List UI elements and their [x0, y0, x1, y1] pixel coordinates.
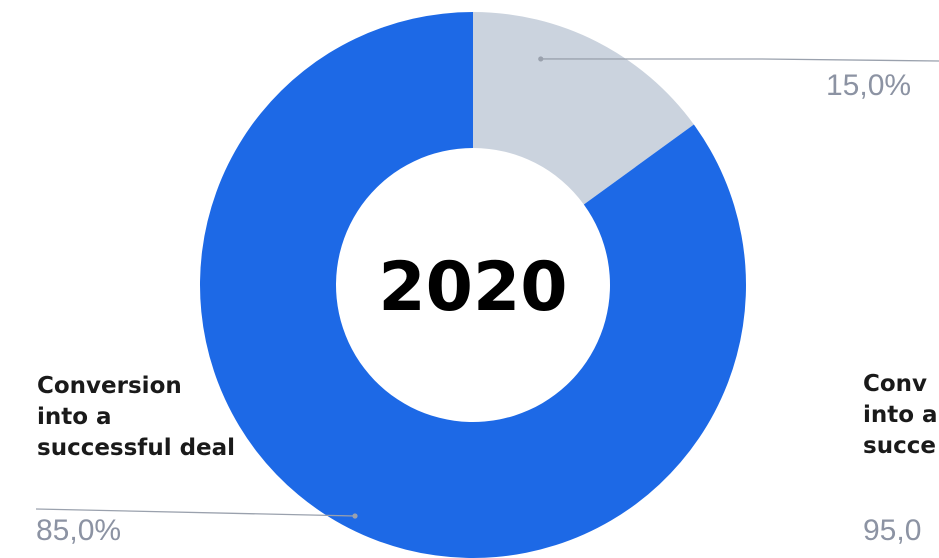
neighbor-category-label: Conv into a succe	[863, 369, 938, 462]
leader-line	[540, 58, 939, 62]
category-label-line: successful deal	[37, 435, 236, 461]
neighbor-value-label: 95,0	[863, 514, 922, 547]
slice-value-label-secondary: 15,0%	[826, 69, 912, 102]
neighbor-category-label-line: succe	[863, 433, 936, 459]
slices-group	[199, 12, 746, 558]
category-label: Conversion into a successful deal	[37, 371, 235, 464]
neighbor-category-label-line: Conv	[863, 371, 928, 397]
leader-line	[35, 508, 356, 517]
pie-slice	[199, 12, 746, 558]
category-label-line: into a	[37, 404, 112, 430]
center-year-label: 2020	[378, 248, 567, 327]
slice-value-label-main: 85,0%	[36, 514, 122, 547]
leader-dot	[538, 56, 544, 62]
pie-slice	[473, 12, 694, 205]
category-label-line: Conversion	[37, 373, 182, 399]
neighbor-category-label-line: into a	[863, 402, 938, 428]
leader-dot	[352, 513, 358, 519]
leader-lines	[35, 56, 939, 519]
